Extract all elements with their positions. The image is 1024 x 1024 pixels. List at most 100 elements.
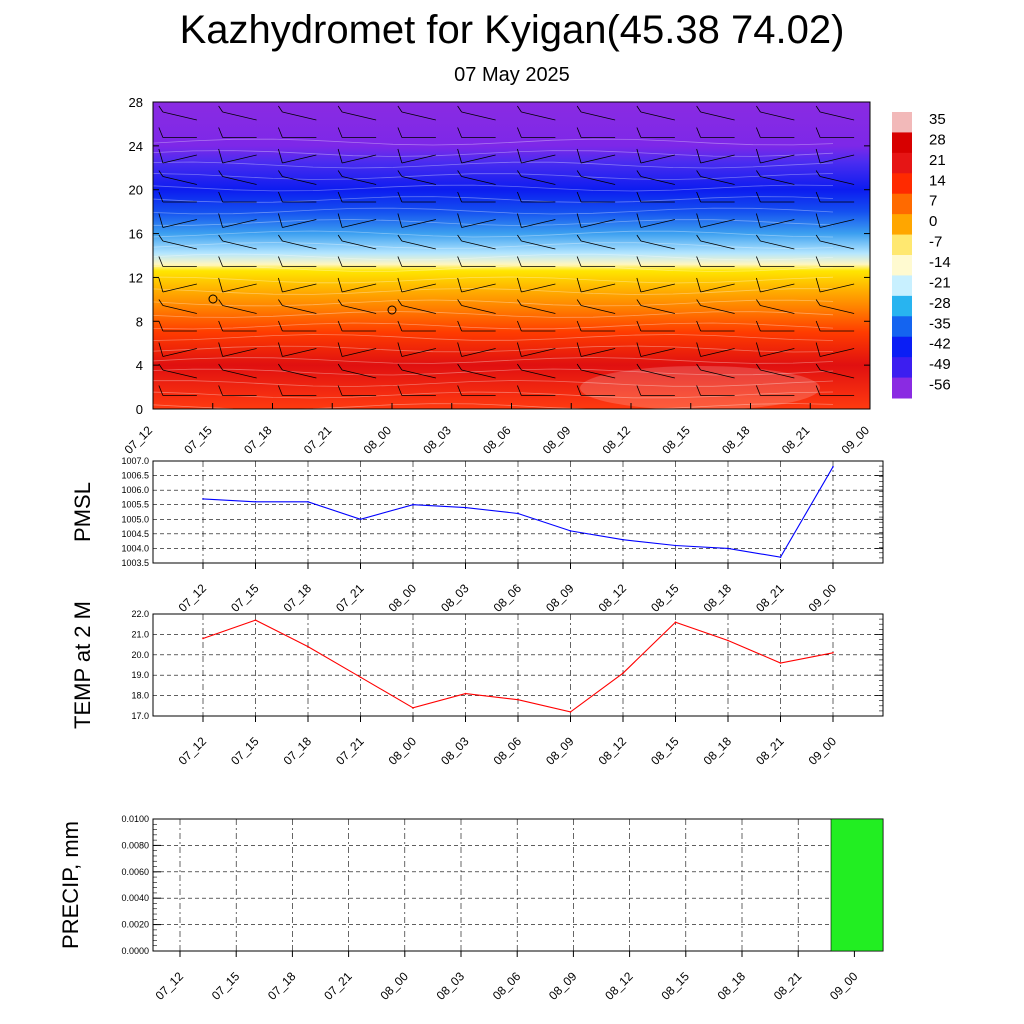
wind-barb-feather (278, 256, 283, 267)
wind-barb (222, 369, 257, 379)
wind-barb (760, 348, 795, 357)
y-tick-label: 0.0060 (121, 867, 149, 877)
x-tick-label: 08_15 (648, 581, 682, 615)
wind-barb (700, 240, 735, 250)
wind-barb (521, 154, 556, 164)
wind-barb-feather (696, 105, 701, 113)
wind-barb (700, 283, 735, 293)
wind-barb (820, 111, 855, 121)
wind-barb-feather (815, 299, 821, 306)
temp-point (674, 621, 677, 623)
contour-lines (152, 138, 834, 433)
wind-barb-feather (457, 363, 462, 371)
colorbar-swatch (892, 255, 912, 276)
colorbar-swatch (892, 295, 912, 317)
wind-barb-feather (337, 213, 343, 228)
contour-line (152, 322, 834, 330)
pmsl-point (202, 498, 204, 500)
colorbar-label: 35 (929, 111, 946, 128)
wind-barb (342, 176, 377, 185)
wind-barb-feather (218, 105, 223, 113)
wind-barb (521, 111, 556, 121)
wind-barb-feather (576, 148, 582, 164)
wind-barb-feather (755, 342, 761, 357)
wind-barb (342, 219, 377, 228)
x-tick-label: 08_06 (490, 969, 524, 1003)
wind-barb-feather (337, 148, 343, 164)
y-tick-label: 21.0 (131, 629, 149, 639)
wind-barb (401, 111, 436, 121)
colorbar-label: -49 (929, 356, 951, 373)
temp-point (727, 639, 729, 642)
y-tick-label: 1005.5 (121, 500, 149, 510)
wind-barb-feather (696, 342, 702, 357)
wind-barb-feather (755, 277, 761, 293)
x-tick-label: 07_12 (176, 581, 210, 615)
x-tick-label: 07_18 (281, 581, 315, 615)
contour-line (152, 184, 834, 192)
x-tick-label: 07_15 (228, 581, 262, 615)
wind-barb-feather (636, 320, 642, 332)
wind-barb-feather (218, 191, 223, 203)
y-tick-label: 0.0000 (121, 946, 149, 956)
colorbar-swatch (892, 357, 912, 379)
wind-barb (521, 305, 556, 314)
y-axis-label: PRECIP, mm (58, 821, 83, 949)
colorbar-swatch (892, 316, 912, 338)
wind-barb-feather (397, 256, 403, 267)
wind-barb (162, 111, 197, 121)
x-tick-label: 08_21 (753, 734, 787, 768)
calm-marker (387, 305, 397, 315)
wind-barb-feather (218, 234, 223, 242)
wind-barb-feather (397, 363, 403, 371)
wind-barb (700, 176, 735, 185)
colorbar-label: -7 (929, 234, 942, 251)
wind-barb-feather (636, 363, 642, 371)
wind-barb-feather (756, 234, 761, 242)
wind-barb-feather (457, 148, 463, 164)
wind-barb-feather (337, 234, 343, 242)
pmsl-point (779, 556, 782, 558)
wind-barb-feather (517, 234, 522, 242)
wind-barb-feather (516, 342, 522, 357)
y-tick-label: 1004.0 (121, 543, 149, 553)
x-tick-label: 08_03 (434, 969, 468, 1003)
wind-barb (820, 369, 855, 379)
temp-point (832, 651, 834, 654)
wind-barb (820, 154, 855, 164)
wind-barb (820, 283, 855, 293)
x-tick-label: 07_15 (209, 969, 243, 1003)
x-tick-label: 08_18 (701, 581, 735, 615)
wind-barb-feather (815, 342, 821, 357)
wind-barb (820, 305, 855, 314)
wind-barb-feather (397, 320, 403, 332)
wind-barb (222, 240, 257, 250)
wind-barb-feather (576, 363, 582, 371)
wind-barb (461, 111, 496, 121)
wind-barb-feather (756, 170, 761, 177)
contour-line (152, 345, 834, 353)
contour-line (152, 150, 834, 157)
wind-barb-feather (696, 148, 702, 164)
wind-barb-feather (756, 191, 761, 203)
wind-barb-feather (755, 148, 761, 164)
colorbar: 35 28 21 14 7 0 -7 -14 -21 -28 -35 -42 -49 -56 (892, 111, 951, 399)
y-tick-label: 1006.5 (121, 471, 149, 481)
x-tick-label: 09_00 (839, 423, 873, 457)
wind-barb-feather (218, 148, 224, 164)
wind-barb (342, 283, 377, 293)
y-tick-label: 24 (129, 139, 143, 154)
wind-barb (282, 176, 317, 185)
wind-barb-feather (397, 342, 403, 357)
wind-barb-feather (636, 127, 642, 138)
wind-barb-feather (815, 191, 821, 203)
wind-barb-feather (696, 277, 702, 293)
x-tick-label: 07_12 (122, 423, 156, 457)
wind-barb-feather (278, 191, 283, 203)
wind-barb-feather (457, 191, 462, 203)
wind-barb-feather (576, 170, 582, 177)
wind-barb-feather (277, 342, 283, 357)
wind-barb (162, 283, 197, 293)
x-tick-label: 07_12 (176, 734, 210, 768)
wind-barb-feather (517, 170, 522, 177)
